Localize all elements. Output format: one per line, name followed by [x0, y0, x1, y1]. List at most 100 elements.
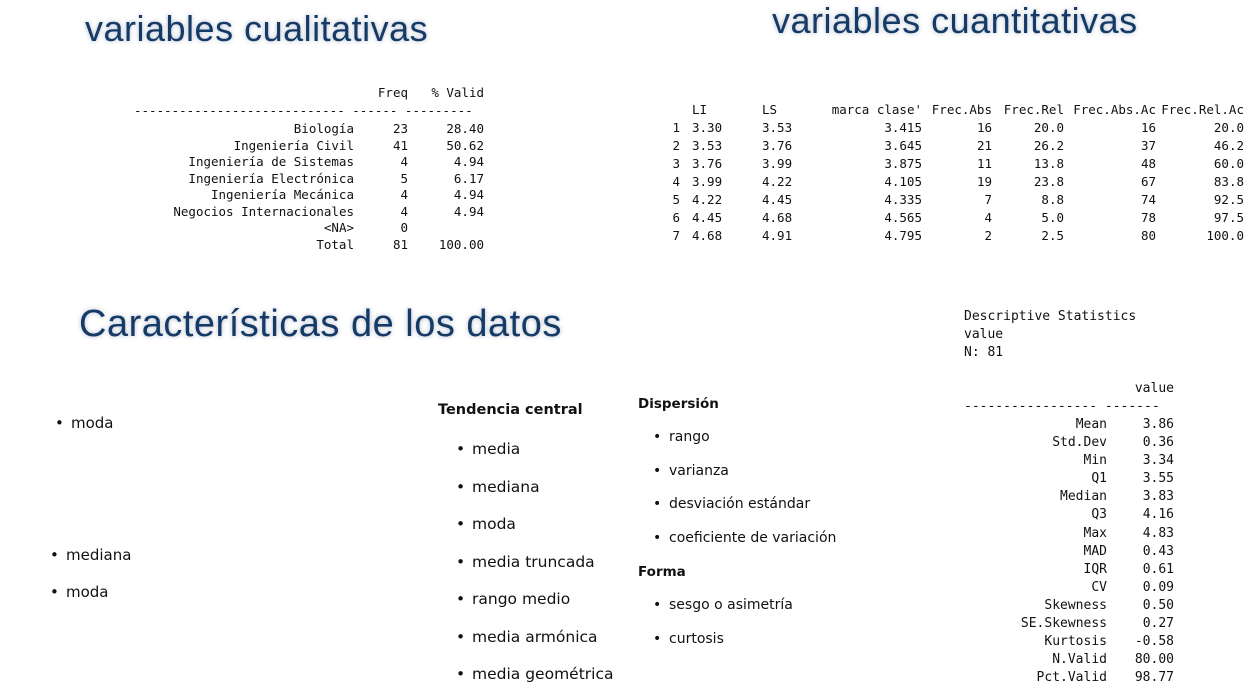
class-table-cell: 37	[1140, 138, 1156, 153]
descriptive-title: Descriptive Statistics	[964, 309, 1137, 324]
class-table-cell: 7	[984, 192, 992, 207]
descriptive-stat-value: 3.86	[1142, 417, 1174, 432]
class-table-cell: 3	[672, 156, 680, 171]
class-table-cell: 20.0	[1033, 120, 1064, 135]
tendencia-item: media geométrica	[456, 656, 613, 694]
class-table-cell: 4.105	[884, 174, 922, 189]
class-table-cell: 4	[672, 174, 680, 189]
freq-row-label: Ingeniería Mecánica	[211, 187, 354, 202]
class-table-header-cell: Frec.Rel	[1003, 102, 1064, 117]
class-table-cell: 3.99	[692, 174, 723, 189]
class-table-row: 4 3.99 4.22 4.105 19 23.8 67 83.8	[650, 173, 1244, 191]
descriptive-row: Mean 3.86	[964, 416, 1180, 434]
freq-row-valid: 28.40	[446, 121, 484, 136]
descriptive-body: Mean 3.86 Std.Dev 0.36 Min 3.34 Q1 3.55 Median 3.…	[964, 416, 1180, 687]
tendencia-item: media armónica	[456, 619, 613, 657]
descriptive-stat-value: 0.61	[1142, 561, 1174, 577]
left-list-item: mediana	[50, 537, 131, 574]
freq-table-separator: ---------------------------- ------ ----…	[134, 103, 473, 118]
header-freq: Freq	[377, 85, 408, 100]
class-table-cell: 4.22	[762, 174, 793, 189]
dispersion-item: coeficiente de variación	[653, 522, 836, 556]
freq-row-label: Ingeniería de Sistemas	[188, 154, 354, 169]
freq-row-valid: 4.94	[453, 154, 484, 169]
class-table-cell: 4.335	[884, 192, 922, 207]
class-table-header: LI LS marca clase' Frec.Abs Frec.Rel Frec.Abs…	[650, 101, 1244, 119]
descriptive-stat-name: CV	[1091, 579, 1107, 595]
class-table-cell: 4.565	[884, 210, 922, 225]
descriptive-stat-name: Min	[1083, 453, 1107, 469]
descriptive-col-header-label: value	[1134, 381, 1174, 396]
freq-row-label: Biología	[293, 121, 354, 136]
freq-row-label: Ingeniería Electrónica	[188, 170, 354, 186]
class-table-cell: 5	[672, 192, 680, 207]
class-table-cell: 21	[976, 138, 992, 153]
class-table-cell: 16	[1140, 120, 1156, 135]
class-table-header-cell: Frec.Rel.Ac	[1161, 102, 1244, 117]
descriptive-stat-name: Mean	[1075, 417, 1107, 432]
class-table-cell: 13.8	[1033, 156, 1064, 171]
class-table-cell: 8.8	[1041, 192, 1064, 207]
class-table-cell: 5.0	[1041, 210, 1064, 225]
descriptive-stat-value: 0.27	[1142, 616, 1174, 632]
tendencia-item: mediana	[456, 469, 613, 507]
class-table-cell: 26.2	[1033, 138, 1064, 153]
freq-row-label: Negocios Internacionales	[173, 203, 354, 219]
descriptive-row: Std.Dev 0.36	[964, 434, 1180, 452]
tendencia-item: media	[456, 431, 613, 469]
forma-list: sesgo o asimetríacurtosis	[653, 589, 793, 656]
freq-row-count: 23	[392, 121, 408, 136]
class-table-cell: 4.68	[762, 210, 793, 225]
freq-row-valid: 4.94	[453, 187, 484, 202]
descriptive-row: Q3 4.16	[964, 506, 1180, 524]
header-valid: % Valid	[431, 85, 484, 100]
class-table-row: 2 3.53 3.76 3.645 21 26.2 37 46.2	[650, 137, 1244, 155]
descriptive-stat-value: 3.55	[1142, 471, 1174, 487]
descriptive-row: Skewness 0.50	[964, 597, 1180, 615]
freq-table-header: Freq % Valid	[134, 84, 494, 102]
descriptive-stat-name: Median	[1060, 489, 1107, 505]
descriptive-stat-value: 0.50	[1142, 597, 1174, 613]
freq-table-row: <NA> 0	[134, 219, 494, 236]
freq-row-count: 4	[400, 154, 408, 169]
class-table-cell: 3.415	[884, 120, 922, 135]
forma-item: curtosis	[653, 623, 793, 657]
descriptive-row: IQR 0.61	[964, 561, 1180, 579]
class-table-cell: 48	[1140, 156, 1156, 171]
descriptive-stat-value: 3.34	[1142, 453, 1174, 469]
descriptive-stat-value: 80.00	[1134, 652, 1174, 668]
freq-row-count: 0	[400, 220, 408, 235]
freq-table-row: Total 81 100.00	[134, 236, 494, 253]
class-table-cell: 100.0	[1206, 228, 1244, 243]
freq-row-count: 4	[400, 203, 408, 219]
freq-row-label: Ingeniería Civil	[233, 137, 354, 153]
class-table-header-cell: Frec.Abs.Ac	[1073, 102, 1156, 117]
descriptive-stat-value: 98.77	[1134, 670, 1174, 686]
class-table-cell: 3.30	[692, 120, 723, 135]
descriptive-stat-value: 0.09	[1142, 579, 1174, 595]
class-table-cell: 78	[1140, 210, 1156, 225]
left-list-2: medianamoda	[50, 537, 131, 611]
class-table-cell: 2	[984, 228, 992, 243]
class-table-cell: 92.5	[1213, 192, 1244, 207]
class-table-row: 7 4.68 4.91 4.795 2 2.5 80 100.0	[650, 227, 1244, 245]
descriptive-stat-name: Q1	[1091, 471, 1107, 487]
class-table-body: 1 3.30 3.53 3.415 16 20.0 16 20.0 2 3.53 3.76 3.645…	[650, 119, 1244, 245]
class-table-row: 6 4.45 4.68 4.565 4 5.0 78 97.5	[650, 209, 1244, 227]
class-table-cell: 1	[672, 120, 680, 135]
class-table-header-cell: LI	[692, 102, 708, 117]
class-table-cell: 60.0	[1213, 156, 1244, 171]
class-table-cell: 19	[976, 174, 992, 189]
forma-item: sesgo o asimetría	[653, 589, 793, 623]
class-table-cell: 3.53	[762, 120, 793, 135]
class-table-cell: 97.5	[1213, 210, 1244, 225]
descriptive-stat-name: Kurtosis	[1044, 634, 1107, 650]
descriptive-row: Min 3.34	[964, 452, 1180, 470]
descriptive-stat-name: Pct.Valid	[1036, 670, 1107, 686]
class-table-header-cell: Frec.Abs	[931, 102, 992, 117]
class-table-cell: 4.91	[762, 228, 793, 243]
freq-table-body: Biología 23 28.40 Ingeniería Civil 41 50.62 In…	[134, 120, 494, 252]
class-table-cell: 16	[976, 120, 992, 135]
tendencia-central-list: mediamedianamodamedia truncadarango medi…	[456, 431, 613, 694]
left-list-1: moda	[55, 414, 114, 432]
